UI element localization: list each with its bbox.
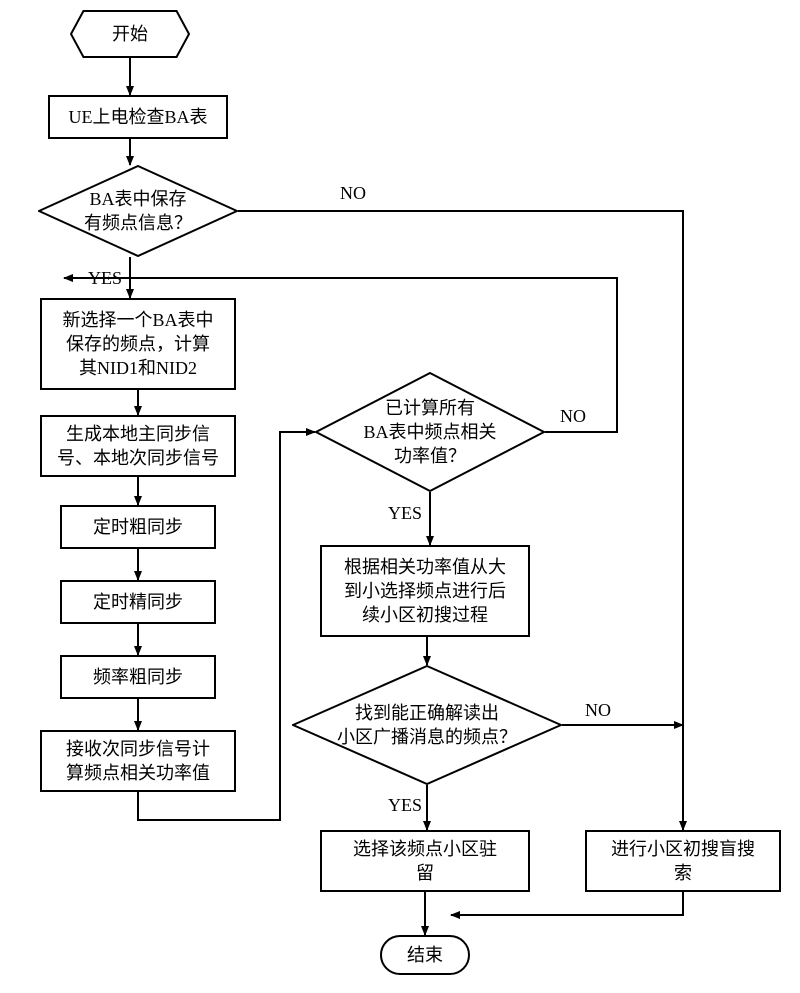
- node-d_found-text: 找到能正确解读出小区广播消息的频点？: [327, 701, 527, 750]
- node-n_select-text: 新选择一个BA表中保存的频点，计算其NID1和NID2: [52, 308, 223, 381]
- node-d_ba_saved-text: BA表中保存有频点信息？: [74, 187, 202, 236]
- node-n_check_ba: UE上电检查BA表: [48, 95, 228, 139]
- node-d_calc_all: 已计算所有BA表中频点相关功率值？: [315, 372, 545, 492]
- node-n_coarse_f: 频率粗同步: [60, 655, 216, 699]
- node-n_recv-text: 接收次同步信号计算频点相关功率值: [56, 737, 220, 786]
- label-no2: NO: [560, 406, 586, 427]
- node-end: 结束: [380, 935, 470, 975]
- node-n_camp: 选择该频点小区驻留: [320, 830, 530, 892]
- label-no1: NO: [340, 183, 366, 204]
- edge-n_blind-end: [451, 892, 683, 915]
- node-n_fine_t-text: 定时精同步: [83, 590, 193, 614]
- node-n_blind-text: 进行小区初搜盲搜索: [601, 837, 765, 886]
- node-n_coarse_t: 定时粗同步: [60, 505, 216, 549]
- node-n_sort-text: 根据相关功率值从大到小选择频点进行后续小区初搜过程: [334, 555, 516, 628]
- node-n_blind: 进行小区初搜盲搜索: [585, 830, 781, 892]
- node-n_check_ba-text: UE上电检查BA表: [59, 105, 218, 129]
- label-yes2: YES: [388, 503, 422, 524]
- node-d_calc_all-text: 已计算所有BA表中频点相关功率值？: [353, 396, 506, 469]
- node-n_coarse_f-text: 频率粗同步: [83, 665, 193, 689]
- node-d_ba_saved: BA表中保存有频点信息？: [38, 165, 238, 257]
- node-start-text: 开始: [102, 22, 158, 46]
- node-n_gen: 生成本地主同步信号、本地次同步信号: [40, 415, 236, 477]
- node-n_recv: 接收次同步信号计算频点相关功率值: [40, 730, 236, 792]
- label-no3: NO: [585, 700, 611, 721]
- node-n_camp-text: 选择该频点小区驻留: [343, 837, 507, 886]
- node-n_select: 新选择一个BA表中保存的频点，计算其NID1和NID2: [40, 298, 236, 390]
- node-n_fine_t: 定时精同步: [60, 580, 216, 624]
- node-n_coarse_t-text: 定时粗同步: [83, 515, 193, 539]
- label-yes3: YES: [388, 795, 422, 816]
- node-d_found: 找到能正确解读出小区广播消息的频点？: [292, 665, 562, 785]
- node-n_sort: 根据相关功率值从大到小选择频点进行后续小区初搜过程: [320, 545, 530, 637]
- node-end-text: 结束: [397, 943, 453, 967]
- label-yes1: YES: [88, 268, 122, 289]
- node-n_gen-text: 生成本地主同步信号、本地次同步信号: [47, 422, 229, 471]
- node-start: 开始: [70, 10, 190, 58]
